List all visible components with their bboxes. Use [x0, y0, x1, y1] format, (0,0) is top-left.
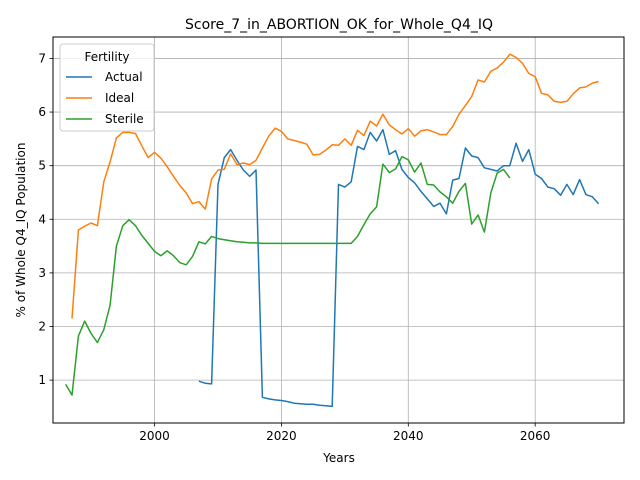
x-axis-label: Years — [322, 451, 355, 465]
legend-box — [59, 43, 155, 132]
y-tick-label: 3 — [38, 266, 46, 280]
legend-title: Fertility — [84, 50, 129, 64]
y-tick-label: 6 — [38, 105, 46, 119]
series-line-sterile — [65, 155, 511, 396]
series-line-actual — [198, 128, 600, 408]
y-tick-label: 2 — [38, 320, 46, 334]
x-tick-label: 2040 — [393, 429, 424, 443]
legend-entry-sterile: Sterile — [105, 112, 144, 126]
y-tick-label: 7 — [38, 51, 46, 65]
series-lines — [65, 53, 600, 408]
legend-entry-ideal: Ideal — [105, 91, 134, 105]
legend-entry-actual: Actual — [105, 70, 143, 84]
y-tick-label: 5 — [38, 159, 46, 173]
y-tick-label: 4 — [38, 212, 46, 226]
y-tick-label: 1 — [38, 373, 46, 387]
legend: Fertility Actual Ideal Sterile — [59, 43, 155, 132]
chart-title: Score_7_in_ABORTION_OK_for_Whole_Q4_IQ — [185, 17, 493, 33]
plot-area-frame — [52, 36, 625, 424]
series-line-ideal — [71, 53, 599, 319]
y-axis-label: % of Whole Q4_IQ Population — [14, 143, 28, 318]
x-tick-label: 2060 — [520, 429, 551, 443]
axis-ticks: 2000 2020 2040 2060 1 2 3 4 5 6 7 — [38, 51, 550, 443]
x-tick-label: 2020 — [266, 429, 297, 443]
x-tick-label: 2000 — [139, 429, 170, 443]
grid — [53, 37, 624, 423]
